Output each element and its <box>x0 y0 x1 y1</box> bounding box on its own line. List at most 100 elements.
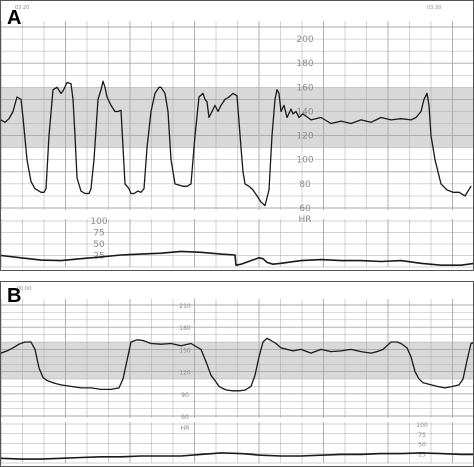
fhr-point <box>133 193 135 194</box>
fhr-point <box>286 117 288 118</box>
fhr-point <box>240 147 242 149</box>
fhr-point <box>38 367 40 369</box>
fhr-point <box>360 119 362 121</box>
uc-point <box>140 455 142 457</box>
fhr-point <box>258 356 260 358</box>
fhr-point <box>228 96 230 98</box>
fhr-point <box>114 111 116 112</box>
fhr-tick-label: 180 <box>179 325 191 332</box>
fhr-point <box>244 389 246 391</box>
uc-point <box>20 458 22 460</box>
fhr-tick-label: 160 <box>296 83 313 93</box>
fhr-point <box>190 183 192 185</box>
uc-tick-label: 50 <box>93 240 105 250</box>
uc-point <box>380 261 382 262</box>
fhr-point <box>452 191 454 193</box>
fhr-point <box>350 123 352 124</box>
uc-point <box>460 264 462 266</box>
fhr-point <box>330 123 332 124</box>
fhr-point <box>22 117 24 118</box>
fhr-tick-label: 100 <box>296 156 313 166</box>
uc-point <box>420 452 422 454</box>
fhr-point <box>20 98 22 100</box>
fhr-point <box>93 159 95 161</box>
fhr-point <box>62 90 64 92</box>
uc-point <box>260 454 262 456</box>
fhr-tick-label: 60 <box>181 414 189 421</box>
fhr-point <box>430 135 432 137</box>
uc-point <box>280 455 282 457</box>
fhr-point <box>283 104 285 106</box>
fhr-point <box>280 111 282 112</box>
fhr-point <box>268 189 270 191</box>
fhr-point <box>206 363 208 365</box>
fhr-point <box>200 348 202 350</box>
fhr-point <box>390 119 392 121</box>
fhr-point <box>143 188 145 190</box>
fhr-point <box>242 171 244 173</box>
fhr-point <box>214 104 216 106</box>
fhr-point <box>1 119 2 121</box>
fhr-tick-label: 150 <box>179 347 191 354</box>
fhr-point <box>214 380 216 381</box>
uc-point <box>250 260 252 262</box>
uc-point <box>120 254 122 256</box>
fhr-point <box>446 189 448 191</box>
fhr-point <box>160 343 162 345</box>
fhr-point <box>400 343 402 344</box>
fhr-point <box>295 111 297 112</box>
fhr-point <box>244 183 246 185</box>
fhr-point <box>208 117 210 118</box>
uc-point <box>440 264 442 266</box>
fhr-point <box>43 191 45 193</box>
fhr-point <box>462 378 464 380</box>
fhr-point <box>158 86 160 88</box>
uc-tick-label: 100 <box>416 422 428 429</box>
fhr-point <box>224 98 226 100</box>
uc-point <box>220 452 222 454</box>
fhr-point <box>410 119 412 121</box>
section-gap <box>1 418 473 422</box>
fhr-point <box>330 351 332 353</box>
fhr-point <box>470 343 472 344</box>
fhr-point <box>102 80 104 82</box>
fhr-point <box>260 201 262 203</box>
fhr-point <box>180 345 182 347</box>
fhr-point <box>70 385 72 387</box>
uc-point <box>460 453 462 455</box>
fhr-point <box>428 383 430 385</box>
fhr-point <box>370 352 372 354</box>
fhr-point <box>418 378 420 380</box>
uc-point <box>180 250 182 252</box>
uc-point <box>420 262 422 264</box>
normal-band <box>1 342 473 379</box>
time-label-left: 03:20 <box>15 5 29 11</box>
uc-point <box>80 258 82 260</box>
fhr-point <box>80 190 82 192</box>
fhr-point <box>271 135 273 137</box>
fhr-point <box>56 86 58 88</box>
fhr-point <box>466 360 468 361</box>
fhr-point <box>160 86 162 88</box>
fhr-tick-label: 60 <box>299 204 311 214</box>
fhr-point <box>380 117 382 118</box>
fhr-point <box>146 147 148 149</box>
uc-point <box>100 456 102 458</box>
fhr-point <box>206 101 208 103</box>
fhr-point <box>30 181 32 182</box>
fhr-point <box>170 159 172 161</box>
fhr-point <box>204 98 206 100</box>
chart-a: 03:20 03:30200180160140120100806010075502… <box>1 5 473 268</box>
fhr-point <box>428 104 430 106</box>
fhr-point <box>232 390 234 392</box>
uc-tick-label: 25 <box>418 451 426 458</box>
fhr-point <box>198 96 200 98</box>
chart-b: 00:00 210 180 150 120 90 60 100 75 50 25 HR <box>1 286 473 464</box>
fhr-point <box>97 98 99 100</box>
fhr-point <box>440 183 442 185</box>
fhr-point <box>110 104 112 106</box>
fhr-point <box>292 350 294 352</box>
fhr-point <box>150 343 152 344</box>
fhr-tick-label: 180 <box>296 59 313 69</box>
fhr-point <box>46 380 48 381</box>
